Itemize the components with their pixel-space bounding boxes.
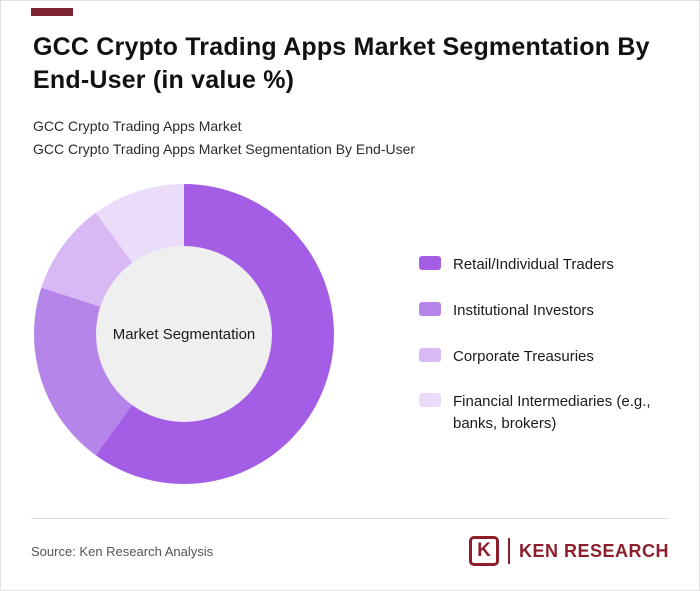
logo-letter: K bbox=[477, 540, 491, 561]
donut-center-label: Market Segmentation bbox=[112, 325, 256, 343]
footer-divider bbox=[31, 518, 669, 519]
legend-label: Corporate Treasuries bbox=[453, 347, 594, 365]
legend-item: Institutional Investors bbox=[419, 300, 678, 322]
chart-subtitles: GCC Crypto Trading Apps Market GCC Crypt… bbox=[33, 115, 415, 161]
logo-divider bbox=[507, 538, 510, 564]
donut-chart: Market Segmentation bbox=[34, 184, 334, 484]
donut-hole: Market Segmentation bbox=[96, 246, 272, 422]
chart-legend: Retail/Individual Traders Institutional I… bbox=[419, 254, 678, 435]
legend-swatch bbox=[419, 301, 441, 316]
subtitle-line-2: GCC Crypto Trading Apps Market Segmentat… bbox=[33, 141, 416, 158]
legend-item: Financial Intermediaries (e.g., banks, b… bbox=[419, 391, 678, 435]
page-title: GCC Crypto Trading Apps Market Segmentat… bbox=[33, 33, 650, 94]
ken-research-wordmark: KEN RESEARCH bbox=[518, 540, 669, 561]
legend-swatch bbox=[419, 393, 441, 408]
ken-research-logo: K KEN RESEARCH bbox=[468, 536, 669, 566]
legend-swatch bbox=[419, 256, 441, 270]
legend-label: Institutional Investors bbox=[453, 301, 594, 319]
ken-research-logo-mark: K bbox=[468, 536, 499, 566]
legend-item: Retail/Individual Traders bbox=[419, 254, 678, 276]
source-text: Source: Ken Research Analysis bbox=[31, 543, 214, 559]
legend-label: Financial Intermediaries (e.g., banks, b… bbox=[453, 393, 651, 432]
legend-swatch bbox=[419, 347, 441, 362]
legend-label: Retail/Individual Traders bbox=[453, 256, 614, 273]
footer: Source: Ken Research Analysis K KEN RESE… bbox=[31, 529, 669, 573]
legend-item: Corporate Treasuries bbox=[419, 346, 678, 368]
brand-accent-bar bbox=[31, 8, 73, 16]
subtitle-line-1: GCC Crypto Trading Apps Market bbox=[33, 118, 242, 134]
